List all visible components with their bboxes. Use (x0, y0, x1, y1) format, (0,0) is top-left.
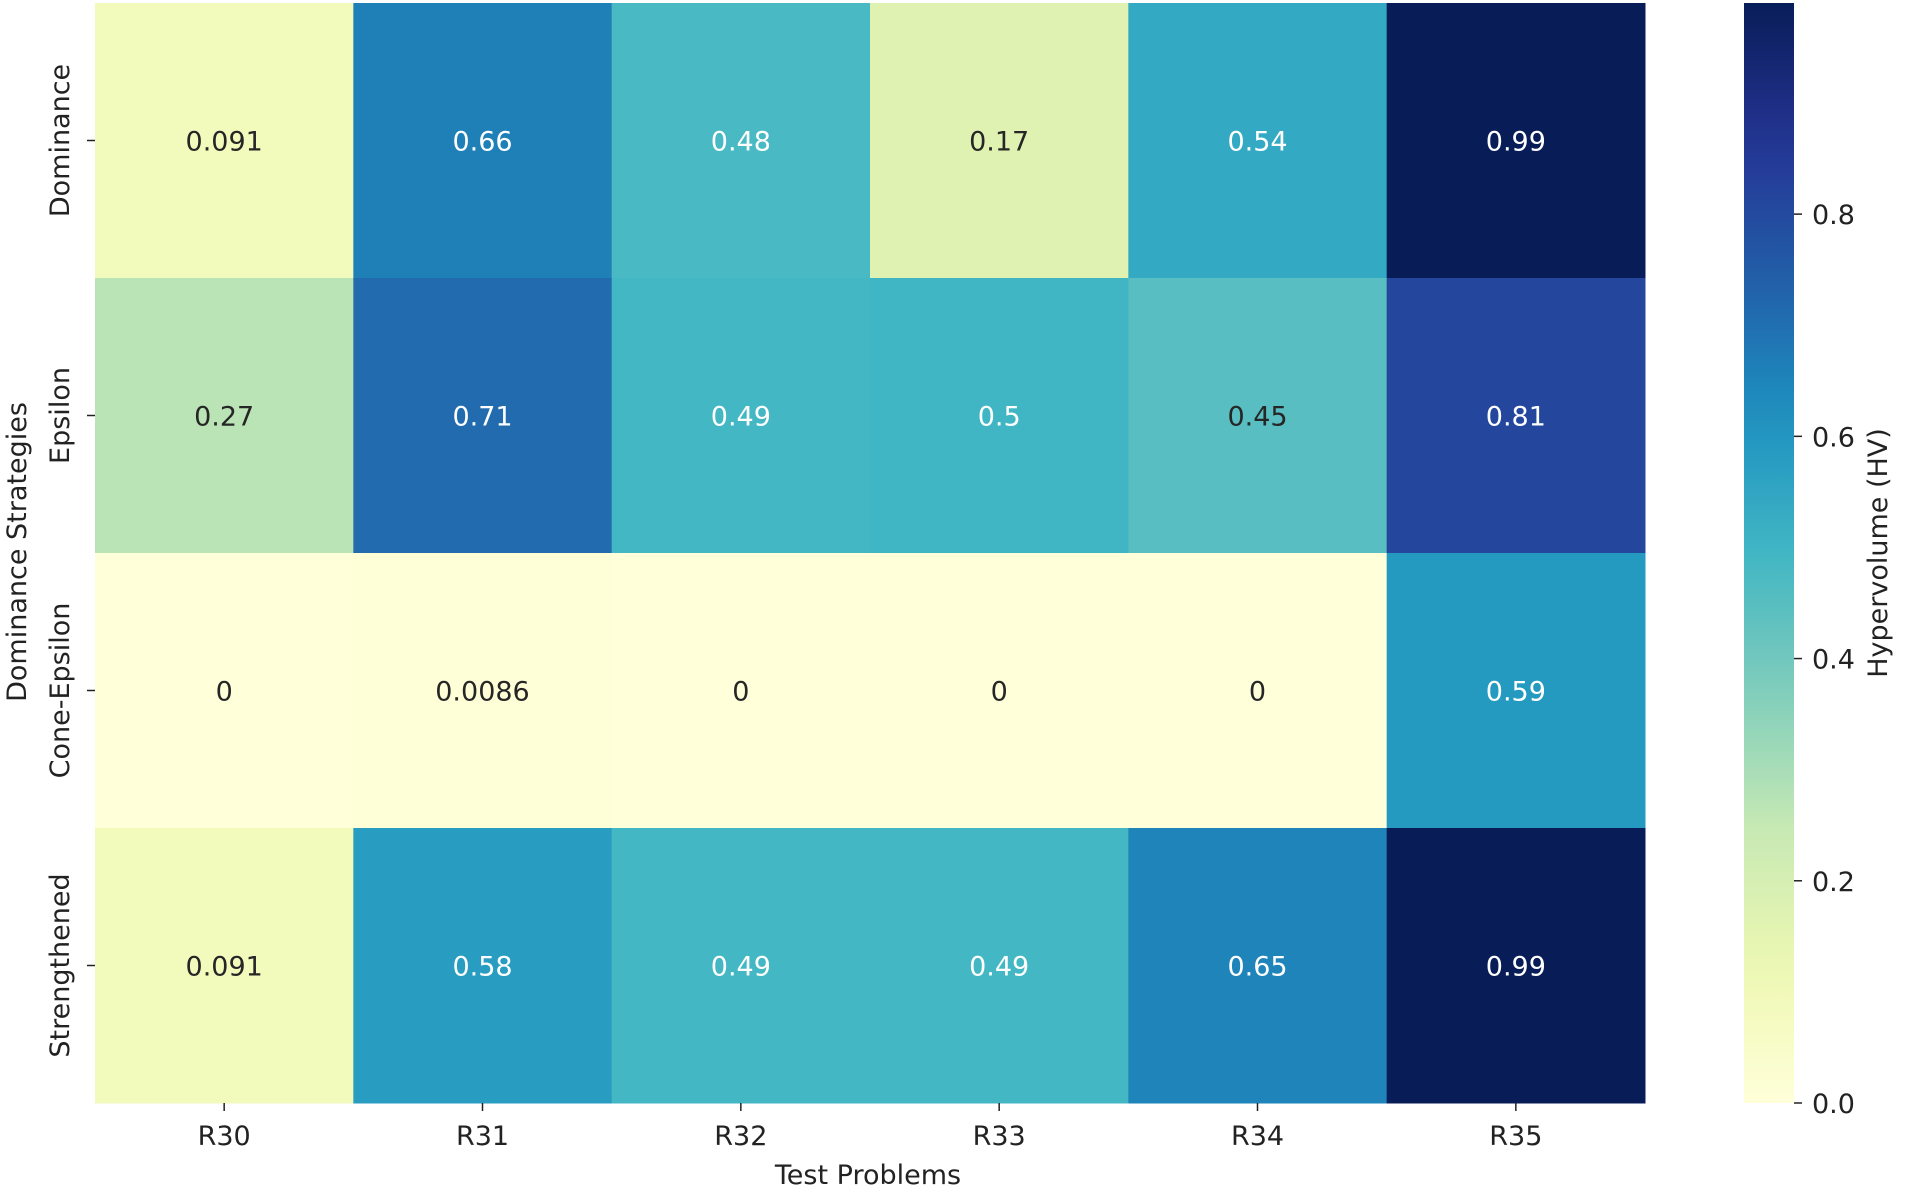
x-axis: R30 R31 R32 R33 R34 R35 (198, 1103, 1542, 1152)
cell-annotation: 0.091 (186, 952, 263, 983)
colorbar-tick-label: 0.4 (1812, 645, 1855, 676)
cell-annotation: 0.27 (194, 402, 254, 433)
cell-annotation: 0.0086 (435, 677, 529, 708)
colorbar-tick-label: 0.2 (1812, 867, 1855, 898)
x-tick-label: R34 (1231, 1121, 1284, 1152)
cell-annotation: 0.091 (186, 127, 263, 158)
cell-annotation: 0.81 (1486, 402, 1546, 433)
heatmap-cell (353, 3, 613, 279)
cell-annotation: 0.71 (452, 402, 512, 433)
cell-annotation: 0 (1249, 677, 1266, 708)
cell-annotation: 0.65 (1227, 952, 1287, 983)
colorbar-tick-label: 0.8 (1812, 200, 1855, 231)
colorbar-tick-label: 0.6 (1812, 422, 1855, 453)
y-axis: Dominance Epsilon Cone-Epsilon Strengthened (45, 64, 95, 1058)
cell-annotation: 0.99 (1486, 952, 1546, 983)
cell-annotation: 0.5 (978, 402, 1021, 433)
heatmap-cell (611, 3, 871, 279)
x-tick-label: R32 (714, 1121, 767, 1152)
cell-annotation: 0 (216, 677, 233, 708)
heatmap-cell (870, 553, 1129, 829)
heatmap-cell (1386, 553, 1646, 829)
cell-annotation: 0.58 (452, 952, 512, 983)
y-axis-label: Dominance Strategies (2, 402, 33, 702)
heatmap-cells (95, 3, 1646, 1104)
heatmap-cell (95, 828, 354, 1104)
y-tick-label: Dominance (45, 64, 76, 217)
colorbar (1744, 3, 1794, 1103)
cell-annotation: 0.48 (711, 127, 771, 158)
cell-annotation: 0.49 (711, 952, 771, 983)
x-axis-label: Test Problems (774, 1160, 961, 1190)
colorbar-tick-label: 0.0 (1812, 1089, 1855, 1120)
cell-annotation: 0 (732, 677, 749, 708)
heatmap-cell (95, 553, 354, 829)
colorbar-label: Hypervolume (HV) (1863, 428, 1894, 678)
heatmap-cell (353, 278, 613, 554)
cell-annotation: 0.54 (1227, 127, 1287, 158)
cell-annotations: 0.091 0.66 0.48 0.17 0.54 0.99 0.27 0.71 0.49 0.5… (186, 127, 1546, 983)
heatmap-cell (870, 3, 1129, 279)
cell-annotation: 0.45 (1227, 402, 1287, 433)
heatmap-cell (870, 278, 1129, 554)
x-tick-label: R35 (1489, 1121, 1542, 1152)
heatmap-cell (1386, 3, 1646, 279)
heatmap-cell (353, 828, 613, 1104)
heatmap-cell (353, 553, 613, 829)
heatmap-cell (1128, 278, 1388, 554)
heatmap-cell (95, 278, 354, 554)
heatmap-cell (1128, 553, 1388, 829)
cell-annotation: 0.17 (969, 127, 1029, 158)
heatmap-cell (1128, 828, 1388, 1104)
heatmap-cell (870, 828, 1129, 1104)
y-tick-label: Strengthened (45, 873, 76, 1057)
colorbar-ticks: 0.0 0.2 0.4 0.6 0.8 (1794, 200, 1855, 1120)
cell-annotation: 0.66 (452, 127, 512, 158)
heatmap-cell (1128, 3, 1388, 279)
cell-annotation: 0.59 (1486, 677, 1546, 708)
heatmap-cell (611, 278, 871, 554)
heatmap-cell (611, 553, 871, 829)
cell-annotation: 0.99 (1486, 127, 1546, 158)
cell-annotation: 0 (991, 677, 1008, 708)
x-tick-label: R31 (456, 1121, 509, 1152)
y-tick-label: Cone-Epsilon (45, 603, 76, 779)
heatmap-cell (95, 3, 354, 279)
heatmap-cell (1386, 828, 1646, 1104)
cell-annotation: 0.49 (711, 402, 771, 433)
x-tick-label: R30 (198, 1121, 251, 1152)
cell-annotation: 0.49 (969, 952, 1029, 983)
x-tick-label: R33 (973, 1121, 1026, 1152)
heatmap-cell (1386, 278, 1646, 554)
y-tick-label: Epsilon (45, 367, 76, 464)
heatmap-cell (611, 828, 871, 1104)
